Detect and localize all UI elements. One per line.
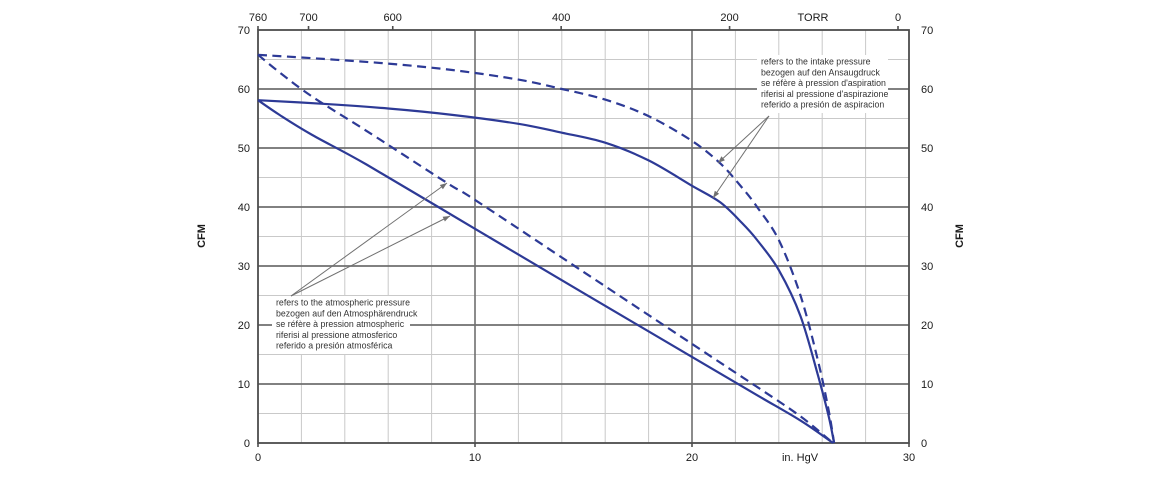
annotation-line-atmospheric: refers to the atmospheric pressure [276,298,410,308]
top-axis-label: 760 [249,12,267,24]
leader-arrowhead-intake [718,156,725,163]
leader-line-atmospheric [290,182,448,297]
top-axis-label: 700 [299,12,317,24]
y-axis-label-left: 60 [238,84,250,96]
top-axis-label: 0 [895,12,901,24]
y-axis-label-left: 30 [238,261,250,273]
annotation-line-intake: se réfère à pression d'aspiration [761,78,886,88]
y-axis-label-right: 40 [921,202,933,214]
y-axis-label-left: 50 [238,143,250,155]
y-axis-label-right: 0 [921,438,927,450]
top-axis-label: 400 [552,12,570,24]
y-axis-label-right: 10 [921,379,933,391]
bottom-axis-label: 0 [255,452,261,464]
inhgv-unit-label: in. HgV [782,452,819,464]
y-axis-label-right: 50 [921,143,933,155]
leader-line-intake [712,115,770,199]
leader-line-atmospheric [290,215,451,297]
bottom-axis-label: 10 [469,452,481,464]
y-axis-label-left: 40 [238,202,250,214]
top-axis-label: 600 [384,12,402,24]
curve-atmospheric-solid [257,99,834,444]
leader-line-intake [717,115,770,164]
y-axis-label-right: 20 [921,320,933,332]
leader-arrowhead-atmospheric [442,216,450,222]
plot-border [257,29,910,444]
annotation-line-atmospheric: se réfère à pression atmospheric [276,319,405,329]
cfm-label-right: CFM [954,224,966,248]
bottom-axis-label: 20 [686,452,698,464]
annotation-line-intake: refers to the intake pressure [761,57,871,67]
torr-unit-label: TORR [798,12,829,24]
annotation-line-atmospheric: bezogen auf den Atmosphärendruck [276,308,418,318]
y-axis-label-right: 70 [921,25,933,37]
y-axis-label-left: 20 [238,320,250,332]
curve-atmospheric-dashed [257,53,834,444]
top-axis-label: 200 [720,12,738,24]
annotation-line-intake: bezogen auf den Ansaugdruck [761,67,880,77]
annotation-box-intake [757,55,888,113]
leader-arrowhead-intake [713,190,720,198]
annotation-line-atmospheric: referido a presión atmosférica [276,341,392,351]
annotation-box-atmospheric [272,296,410,354]
y-axis-label-left: 0 [244,438,250,450]
curve-intake-dashed [257,53,836,444]
y-axis-label-right: 30 [921,261,933,273]
cfm-label-left: CFM [196,224,208,248]
annotation-line-intake: riferisi al pressione d'aspirazione [761,89,888,99]
leader-arrowhead-atmospheric [439,183,447,190]
annotation-line-intake: referido a presión de aspiracion [761,100,884,110]
y-axis-label-left: 10 [238,379,250,391]
annotation-line-atmospheric: riferisi al pressione atmosferico [276,330,397,340]
bottom-axis-label: 30 [903,452,915,464]
curve-intake-solid [257,99,836,444]
y-axis-label-left: 70 [238,25,250,37]
y-axis-label-right: 60 [921,84,933,96]
